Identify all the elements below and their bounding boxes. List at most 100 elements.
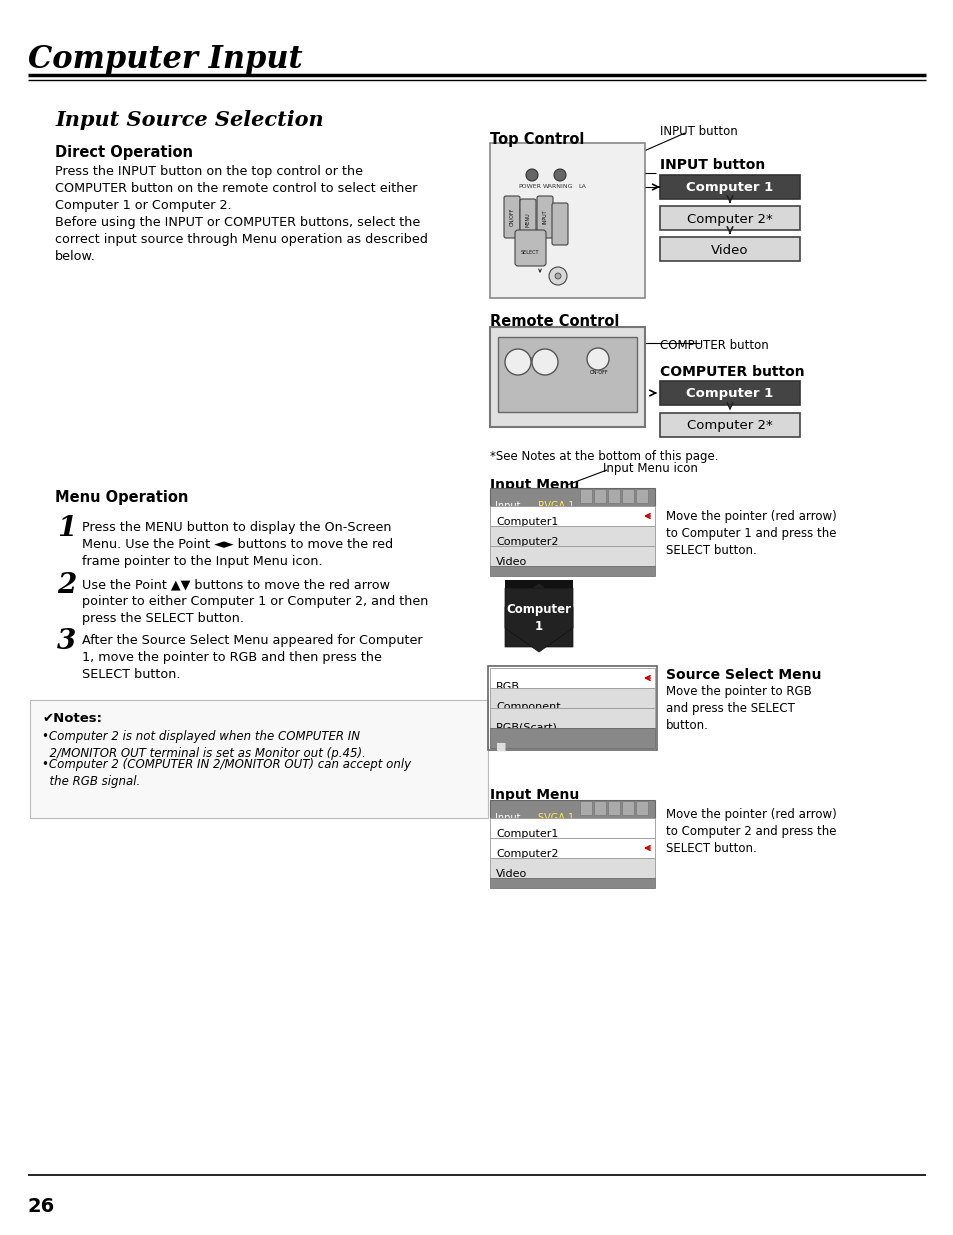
Text: Press the INPUT button on the top control or the
COMPUTER button on the remote c: Press the INPUT button on the top contro… — [55, 165, 428, 263]
Text: Video: Video — [496, 557, 527, 567]
Bar — [659, 237, 800, 261]
Bar — [621, 489, 634, 503]
FancyBboxPatch shape — [503, 196, 519, 238]
Text: Source Select Menu: Source Select Menu — [665, 668, 821, 682]
Bar — [488, 666, 657, 750]
Bar — [579, 802, 592, 815]
Polygon shape — [504, 588, 573, 652]
Bar — [594, 802, 605, 815]
Bar — [490, 858, 655, 878]
Text: Computer 2*: Computer 2* — [686, 212, 772, 226]
FancyBboxPatch shape — [552, 203, 567, 245]
Text: •Computer 2 (COMPUTER IN 2/MONITOR OUT) can accept only
  the RGB signal.: •Computer 2 (COMPUTER IN 2/MONITOR OUT) … — [42, 758, 411, 788]
Text: After the Source Select Menu appeared for Computer
1, move the pointer to RGB an: After the Source Select Menu appeared fo… — [82, 634, 422, 680]
Bar — [659, 382, 800, 405]
Text: Computer
1: Computer 1 — [506, 603, 571, 634]
Bar — [497, 337, 637, 412]
Text: Remote Control: Remote Control — [490, 314, 618, 329]
Bar — [659, 175, 800, 199]
Text: Move the pointer (red arrow)
to Computer 2 and press the
SELECT button.: Move the pointer (red arrow) to Computer… — [665, 808, 836, 855]
Bar — [621, 802, 634, 815]
Circle shape — [525, 169, 537, 182]
Text: ON-OFF: ON-OFF — [589, 370, 608, 375]
Bar — [490, 488, 655, 506]
Bar — [490, 878, 655, 888]
Bar — [594, 489, 605, 503]
Text: Direct Operation: Direct Operation — [55, 144, 193, 161]
Text: RVGA 1: RVGA 1 — [537, 501, 574, 511]
Text: Computer 1: Computer 1 — [685, 182, 773, 194]
Text: ⏻: ⏻ — [593, 354, 598, 366]
Text: ON/OFF: ON/OFF — [509, 207, 514, 226]
Bar — [490, 327, 644, 427]
Text: LA: LA — [578, 184, 585, 189]
Bar — [490, 143, 644, 298]
Text: RGB: RGB — [496, 682, 519, 692]
FancyBboxPatch shape — [515, 230, 545, 266]
Text: SELECT: SELECT — [520, 251, 538, 256]
Text: Menu Operation: Menu Operation — [55, 490, 188, 505]
Bar — [490, 546, 655, 566]
Text: 1: 1 — [57, 515, 76, 542]
Text: ✔Notes:: ✔Notes: — [42, 713, 102, 725]
Text: Use the Point ▲▼ buttons to move the red arrow
pointer to either Computer 1 or C: Use the Point ▲▼ buttons to move the red… — [82, 578, 428, 625]
Bar — [636, 489, 647, 503]
Text: Computer 1: Computer 1 — [685, 388, 773, 400]
Text: Input Menu: Input Menu — [490, 788, 578, 802]
Text: 2: 2 — [57, 572, 76, 599]
Bar — [490, 708, 655, 727]
Text: Move the pointer to RGB
and press the SELECT
button.: Move the pointer to RGB and press the SE… — [665, 685, 811, 732]
Circle shape — [504, 350, 531, 375]
Bar — [490, 566, 655, 576]
Text: SVGA 1: SVGA 1 — [537, 813, 574, 823]
Text: Computer1: Computer1 — [496, 829, 558, 839]
Bar — [607, 802, 619, 815]
Text: COMPUTER: COMPUTER — [505, 357, 533, 362]
Bar — [490, 818, 655, 839]
Text: COMPUTER button: COMPUTER button — [659, 366, 803, 379]
Polygon shape — [504, 583, 573, 647]
Bar — [659, 206, 800, 230]
Text: MENU: MENU — [525, 212, 530, 227]
Bar — [490, 839, 655, 858]
Text: 3: 3 — [57, 629, 76, 655]
Text: Input: Input — [495, 501, 520, 511]
Text: 26: 26 — [28, 1197, 55, 1216]
Text: Top Control: Top Control — [490, 132, 584, 147]
FancyBboxPatch shape — [519, 199, 536, 241]
Text: Video: Video — [711, 243, 748, 257]
Text: COMPUTER button: COMPUTER button — [659, 338, 768, 352]
Circle shape — [532, 350, 558, 375]
Text: Input Menu: Input Menu — [490, 478, 578, 492]
Text: INPUT button: INPUT button — [659, 125, 737, 138]
Text: INPUT: INPUT — [542, 210, 547, 225]
Bar — [659, 412, 800, 437]
Bar — [636, 802, 647, 815]
Text: Input: Input — [495, 813, 520, 823]
Bar — [579, 489, 592, 503]
Text: ■: ■ — [496, 742, 506, 752]
Text: Input Source Selection: Input Source Selection — [55, 110, 323, 130]
Text: Computer2: Computer2 — [496, 848, 558, 860]
Text: VIDEO: VIDEO — [534, 357, 549, 362]
Circle shape — [554, 169, 565, 182]
Text: *See Notes at the bottom of this page.: *See Notes at the bottom of this page. — [490, 450, 718, 463]
Text: WARNING: WARNING — [542, 184, 573, 189]
Text: Press the MENU button to display the On-Screen
Menu. Use the Point ◄► buttons to: Press the MENU button to display the On-… — [82, 521, 393, 568]
Bar — [490, 727, 655, 748]
Text: Video: Video — [496, 869, 527, 879]
Text: RGB(Scart): RGB(Scart) — [496, 722, 558, 732]
Text: Component: Component — [496, 701, 560, 713]
FancyBboxPatch shape — [537, 196, 553, 238]
Circle shape — [548, 267, 566, 285]
Circle shape — [555, 273, 560, 279]
Text: Computer2: Computer2 — [496, 537, 558, 547]
Bar — [490, 688, 655, 708]
Text: Computer1: Computer1 — [496, 517, 558, 527]
Bar — [30, 700, 488, 818]
Bar — [490, 800, 655, 818]
Bar — [607, 489, 619, 503]
Text: Computer Input: Computer Input — [28, 44, 302, 75]
Text: •Computer 2 is not displayed when the COMPUTER IN
  2/MONITOR OUT terminal is se: •Computer 2 is not displayed when the CO… — [42, 730, 366, 760]
Text: Move the pointer (red arrow)
to Computer 1 and press the
SELECT button.: Move the pointer (red arrow) to Computer… — [665, 510, 836, 557]
